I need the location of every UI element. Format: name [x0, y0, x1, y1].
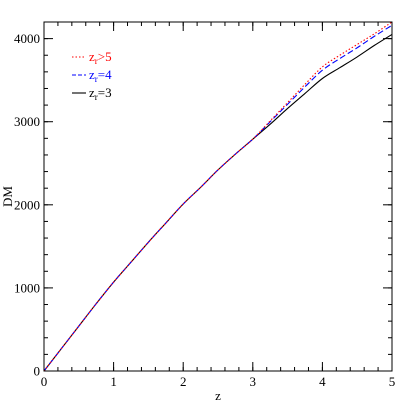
- x-tick-label: 5: [389, 374, 396, 389]
- series-line-zr-5: [43, 21, 393, 372]
- y-axis-label: DM: [0, 186, 15, 207]
- y-tick-label: 0: [34, 364, 41, 379]
- plot-frame: [43, 21, 393, 372]
- legend-entry-label: zr=3: [89, 85, 112, 102]
- x-tick-label: 1: [110, 374, 117, 389]
- legend: zr>5zr=4zr=3: [72, 49, 112, 102]
- axis-ticks: [43, 21, 393, 372]
- y-tick-label: 1000: [14, 280, 40, 295]
- legend-entry-label: zr>5: [89, 49, 112, 66]
- x-tick-label: 2: [180, 374, 187, 389]
- y-tick-label: 3000: [14, 114, 40, 129]
- y-tick-label: 2000: [14, 197, 40, 212]
- legend-entry-label: zr=4: [89, 67, 112, 84]
- x-axis-label: z: [215, 388, 221, 403]
- x-tick-label: 4: [319, 374, 326, 389]
- series-line-zr-3: [43, 33, 393, 372]
- y-tick-label: 4000: [14, 31, 40, 46]
- tick-labels: 0 1 2 3 4 5 0 1000 2000 3000 4000: [14, 31, 395, 389]
- series-lines: [43, 21, 393, 372]
- x-tick-label: 3: [250, 374, 257, 389]
- x-tick-label: 0: [41, 374, 48, 389]
